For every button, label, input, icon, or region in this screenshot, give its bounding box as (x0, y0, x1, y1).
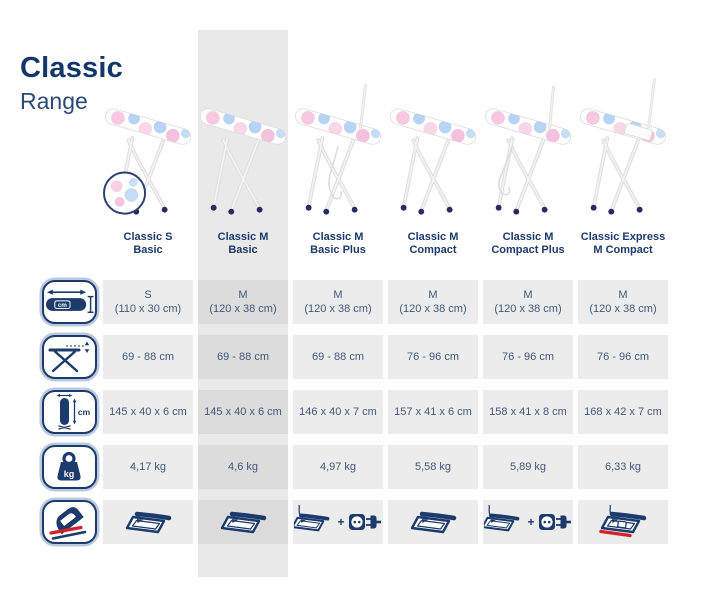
folded-dimensions-icon: cm (56, 394, 91, 430)
height-cell: 76 - 96 cm (388, 335, 478, 379)
weight-cell: 5,89 kg (483, 445, 573, 489)
product-image-classic-m-basic (198, 28, 288, 226)
svg-text:cm: cm (78, 407, 91, 417)
product-image-row (40, 28, 668, 226)
ironing-board-image (388, 76, 478, 226)
iron-rest-cell: + (483, 500, 573, 544)
board-surface-size-icon: cm (45, 289, 94, 314)
product-name: Classic Express M Compact (580, 231, 666, 256)
plus-sign: + (337, 515, 345, 529)
iron-rest-platform (624, 122, 653, 141)
iron-cable (498, 145, 514, 196)
svg-text:cm: cm (57, 302, 67, 309)
iron-rest-cell (388, 500, 478, 544)
spec-icon-box: cm (41, 390, 97, 434)
spacer (40, 28, 98, 226)
cable-icon (488, 505, 492, 516)
ironing-board-image (578, 78, 668, 226)
iron-rest-tray-icon (294, 505, 334, 539)
folded-size-cell: 146 x 40 x 7 cm (293, 390, 383, 434)
product-name: Classic M Compact (407, 231, 459, 256)
surface-size-cell: M (120 x 38 cm) (388, 280, 478, 324)
spec-icon-cell: cm (40, 280, 98, 324)
spec-icon-box (41, 500, 97, 544)
surface-size-cell: M (120 x 38 cm) (293, 280, 383, 324)
socket-plug-icon (538, 514, 571, 530)
folded-size-cell: 145 x 40 x 6 cm (198, 390, 288, 434)
iron-rest-cell: + (293, 500, 383, 544)
product-name: Classic M Basic (217, 231, 269, 256)
height-adjustment-icon (48, 341, 90, 373)
product-image-classic-m-compact (388, 28, 478, 226)
iron-rest-cell (198, 500, 288, 544)
iron-rest-tray-icon (409, 505, 457, 539)
spec-icon-box: kg (41, 445, 97, 489)
height-cell: 69 - 88 cm (198, 335, 288, 379)
iron-rest-tray-icon (484, 505, 524, 539)
weight-cell: 4,17 kg (103, 445, 193, 489)
spec-icon-cell (40, 500, 98, 544)
folded-size-cell: 145 x 40 x 6 cm (103, 390, 193, 434)
product-image-classic-express-m-compact (578, 28, 668, 226)
surface-size-cell: S (110 x 30 cm) (103, 280, 193, 324)
product-name: Classic M Basic Plus (310, 231, 366, 256)
height-cell: 69 - 88 cm (103, 335, 193, 379)
iron-rest-tray-express-icon (599, 505, 647, 538)
ironing-board-image (483, 85, 573, 226)
iron-rest-cell (578, 500, 668, 544)
iron-on-rest-icon (49, 507, 87, 540)
iron-cable (328, 145, 343, 200)
page-title: Classic (20, 52, 123, 84)
socket-plug-icon (348, 514, 381, 530)
ironing-board-image (293, 83, 383, 226)
product-image-classic-s-basic (103, 28, 193, 226)
title-block: Classic Range (20, 52, 123, 115)
spec-icon-box (41, 335, 97, 379)
height-cell: 76 - 96 cm (483, 335, 573, 379)
iron-rest-tray-icon (219, 505, 267, 539)
weight-icon: kg (57, 451, 81, 481)
page-subtitle: Range (20, 88, 88, 114)
spec-table: cm S (110 x 30 cm) M (120 x 38 cm) M (12… (40, 280, 668, 544)
spec-icon-cell (40, 335, 98, 379)
spec-icon-cell: cm (40, 390, 98, 434)
height-cell: 69 - 88 cm (293, 335, 383, 379)
product-name: Classic S Basic (123, 231, 173, 256)
product-name: Classic M Compact Plus (491, 231, 565, 256)
ironing-board-image (103, 76, 193, 226)
folded-size-cell: 158 x 41 x 8 cm (483, 390, 573, 434)
ironing-board-image (198, 76, 288, 226)
surface-size-cell: M (120 x 38 cm) (483, 280, 573, 324)
weight-cell: 5,58 kg (388, 445, 478, 489)
red-accent-stripe (599, 529, 632, 538)
weight-cell: 6,33 kg (578, 445, 668, 489)
svg-text:kg: kg (64, 469, 75, 479)
weight-cell: 4,97 kg (293, 445, 383, 489)
spec-icon-box: cm (41, 280, 97, 324)
surface-size-cell: M (120 x 38 cm) (198, 280, 288, 324)
pattern-detail-circle-icon (103, 171, 147, 215)
cable-icon (298, 505, 302, 516)
plus-sign: + (527, 515, 535, 529)
product-image-classic-m-compact-plus (483, 28, 573, 226)
spacer (40, 231, 98, 257)
height-cell: 76 - 96 cm (578, 335, 668, 379)
product-image-classic-m-basic-plus (293, 28, 383, 226)
folded-size-cell: 157 x 41 x 6 cm (388, 390, 478, 434)
iron-rest-cell (103, 500, 193, 544)
spec-icon-cell: kg (40, 445, 98, 489)
folded-size-cell: 168 x 42 x 7 cm (578, 390, 668, 434)
iron-rest-tray-icon (124, 505, 172, 539)
weight-cell: 4,6 kg (198, 445, 288, 489)
surface-size-cell: M (120 x 38 cm) (578, 280, 668, 324)
